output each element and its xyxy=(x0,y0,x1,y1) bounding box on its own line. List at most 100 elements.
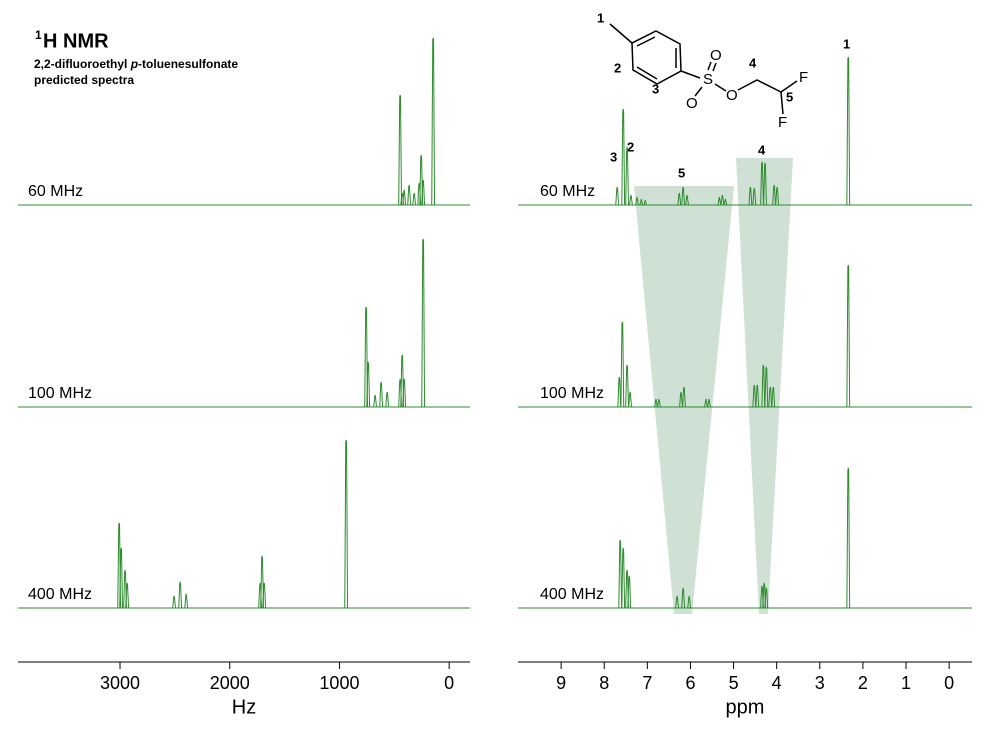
peak xyxy=(421,179,426,206)
peak xyxy=(717,196,722,206)
subtitle-part: -toluenesulfonate xyxy=(138,57,238,71)
peak xyxy=(681,587,686,609)
bond xyxy=(780,80,798,93)
peak xyxy=(675,595,679,609)
peak xyxy=(720,194,725,206)
peak xyxy=(400,354,405,408)
atom: O xyxy=(710,47,722,64)
peak-label: 4 xyxy=(758,142,766,157)
bond xyxy=(707,61,712,71)
series-label: 60 MHz xyxy=(28,183,83,200)
peak xyxy=(775,186,780,206)
peak-label: 1 xyxy=(843,36,850,51)
series-label: 400 MHz xyxy=(540,586,604,603)
peak xyxy=(379,381,384,408)
peak xyxy=(763,162,767,206)
peak xyxy=(677,192,682,206)
x-axis-label: ppm xyxy=(726,696,765,718)
subtitle-part: p xyxy=(130,57,138,71)
position-label: 3 xyxy=(652,81,659,96)
subtitle: 2,2-difluoroethyl p-toluenesulfonate xyxy=(34,57,238,71)
x-tick-label: 4 xyxy=(772,673,782,693)
x-tick-label: 3000 xyxy=(100,673,140,693)
bond xyxy=(680,70,701,79)
shade xyxy=(634,186,734,614)
peak xyxy=(119,547,124,609)
peak xyxy=(643,199,648,206)
peak xyxy=(846,467,851,609)
peak xyxy=(635,196,639,206)
peak xyxy=(679,391,683,408)
x-tick-label: 8 xyxy=(599,673,609,693)
peak xyxy=(752,187,757,206)
x-tick-label: 2 xyxy=(858,673,868,693)
bond xyxy=(712,62,717,72)
bond xyxy=(714,83,727,92)
peak xyxy=(681,186,686,206)
position-label: 4 xyxy=(749,55,757,70)
atom: F xyxy=(778,114,787,131)
series-label: 60 MHz xyxy=(540,183,595,200)
series-label: 100 MHz xyxy=(28,385,92,402)
peak xyxy=(617,376,622,408)
subtitle-part: 2,2-difluoroethyl xyxy=(34,57,131,71)
peak-label: 2 xyxy=(627,139,634,154)
structure: 1 2 3 4 5 S O O O F F xyxy=(597,10,808,131)
x-axis-label: Hz xyxy=(232,696,256,718)
peak xyxy=(846,264,851,408)
subtitle: predicted spectra xyxy=(34,73,134,87)
x-tick-label: 0 xyxy=(944,673,954,693)
peak xyxy=(402,378,407,408)
peak xyxy=(364,306,369,408)
peak xyxy=(407,184,412,206)
peak xyxy=(618,539,623,609)
peak xyxy=(764,587,769,609)
peak xyxy=(628,391,632,408)
peak xyxy=(178,581,183,609)
atom: S xyxy=(703,71,713,88)
x-tick-label: 9 xyxy=(556,673,566,693)
peak xyxy=(625,364,629,408)
peak xyxy=(117,522,122,609)
peak xyxy=(723,198,728,206)
peak xyxy=(771,386,776,408)
peak xyxy=(764,366,769,408)
peak xyxy=(421,238,426,408)
atom: O xyxy=(686,95,698,112)
peak xyxy=(123,569,127,609)
peak xyxy=(768,386,773,408)
peak xyxy=(629,194,633,206)
peak xyxy=(760,161,764,206)
peak xyxy=(685,194,689,206)
peak xyxy=(687,595,692,609)
peak xyxy=(625,146,629,206)
peak xyxy=(366,361,371,408)
x-tick-label: 6 xyxy=(685,673,695,693)
bond xyxy=(694,86,703,97)
position-label: 1 xyxy=(597,10,604,25)
peak xyxy=(682,386,686,408)
peak xyxy=(615,186,620,206)
peak xyxy=(398,94,403,206)
peak xyxy=(260,555,265,609)
ring xyxy=(631,30,682,85)
x-tick-label: 1000 xyxy=(319,673,359,693)
peak xyxy=(402,189,407,206)
peak xyxy=(621,547,626,609)
peak xyxy=(762,582,767,609)
peak xyxy=(431,37,436,206)
peak xyxy=(373,394,377,408)
peak xyxy=(761,364,766,408)
bond xyxy=(737,79,782,93)
peak xyxy=(639,198,644,206)
peak xyxy=(704,398,708,408)
title: H NMR xyxy=(43,30,109,52)
series-label: 100 MHz xyxy=(540,385,604,402)
peak xyxy=(627,575,632,609)
peak xyxy=(621,108,626,206)
peak xyxy=(344,439,349,609)
peak xyxy=(752,384,757,408)
series-label: 400 MHz xyxy=(28,586,92,603)
peak-label: 5 xyxy=(678,165,685,180)
